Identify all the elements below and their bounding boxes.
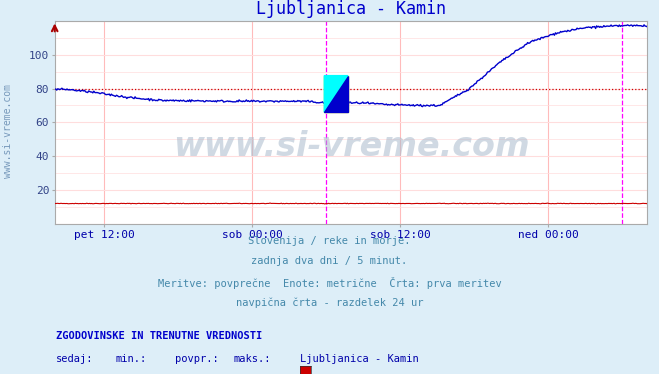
- Text: navpična črta - razdelek 24 ur: navpična črta - razdelek 24 ur: [236, 297, 423, 308]
- Text: Slovenija / reke in morje.: Slovenija / reke in morje.: [248, 236, 411, 246]
- Polygon shape: [324, 76, 348, 112]
- Text: ZGODOVINSKE IN TRENUTNE VREDNOSTI: ZGODOVINSKE IN TRENUTNE VREDNOSTI: [56, 331, 262, 341]
- Text: www.si-vreme.com: www.si-vreme.com: [173, 131, 529, 163]
- Title: Ljubljanica - Kamin: Ljubljanica - Kamin: [256, 0, 446, 18]
- Text: min.:: min.:: [115, 354, 146, 364]
- Text: www.si-vreme.com: www.si-vreme.com: [3, 84, 13, 178]
- Text: Ljubljanica - Kamin: Ljubljanica - Kamin: [300, 354, 418, 364]
- Text: sedaj:: sedaj:: [56, 354, 94, 364]
- Polygon shape: [324, 76, 348, 112]
- Text: zadnja dva dni / 5 minut.: zadnja dva dni / 5 minut.: [251, 256, 408, 266]
- Text: Meritve: povprečne  Enote: metrične  Črta: prva meritev: Meritve: povprečne Enote: metrične Črta:…: [158, 277, 501, 289]
- Text: maks.:: maks.:: [234, 354, 272, 364]
- Text: povpr.:: povpr.:: [175, 354, 218, 364]
- Bar: [324, 76, 348, 112]
